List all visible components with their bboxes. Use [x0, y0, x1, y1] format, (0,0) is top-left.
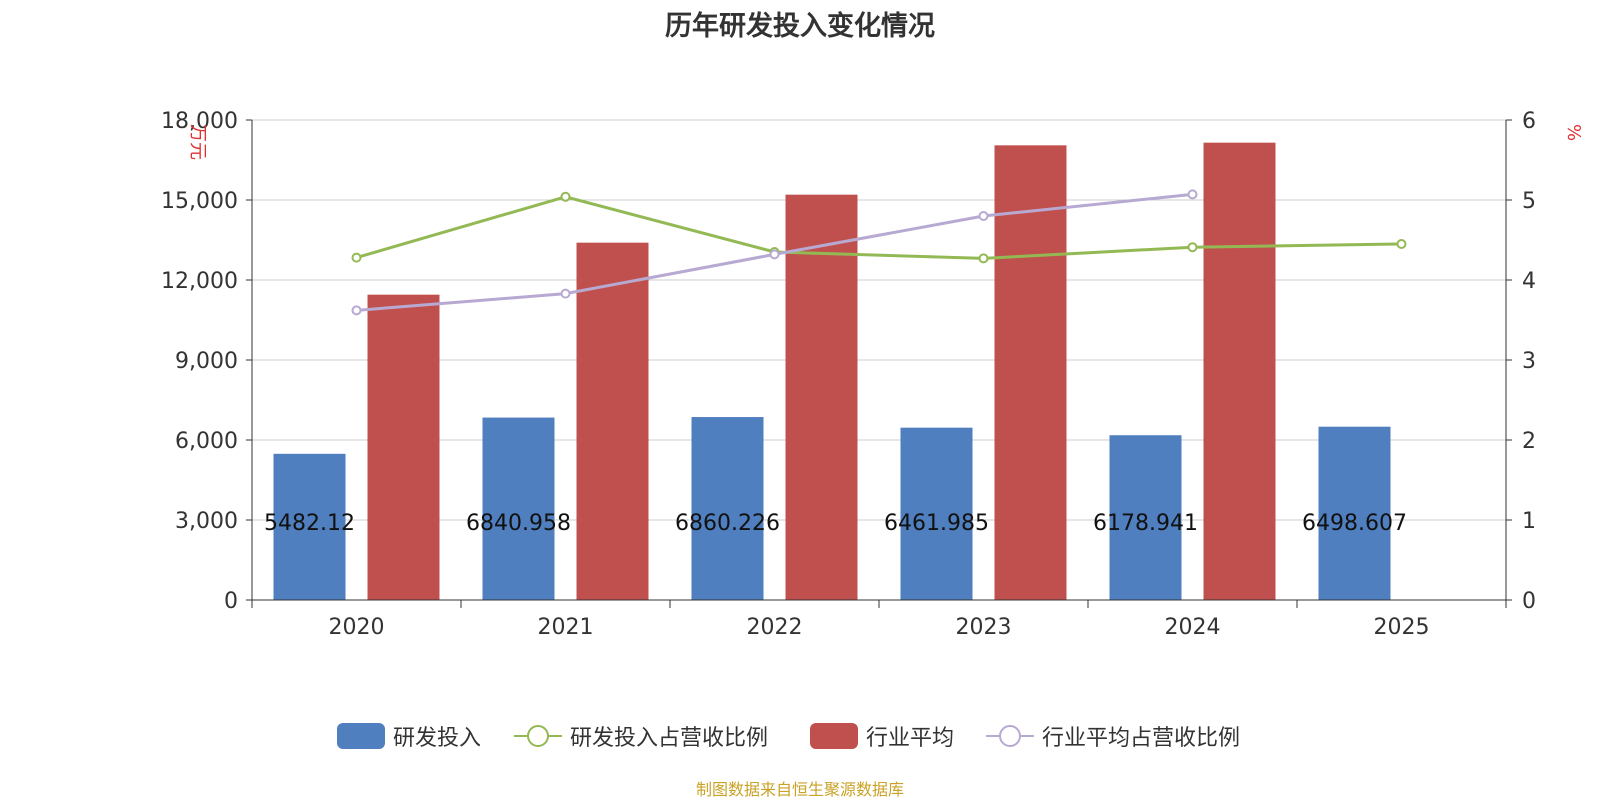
- y-right-tick-label: 1: [1522, 509, 1536, 534]
- bar-rd-investment: [482, 417, 555, 600]
- y-left-tick-label: 9,000: [175, 349, 238, 374]
- bar-industry-average: [994, 145, 1067, 601]
- y-right-tick-label: 3: [1522, 349, 1536, 374]
- bar-data-label: 5482.12: [264, 511, 355, 536]
- bar-data-label: 6498.607: [1302, 511, 1407, 536]
- line-point: [1187, 242, 1198, 253]
- x-tick-label: 2024: [1165, 615, 1221, 640]
- bar-data-label: 6178.941: [1093, 511, 1198, 536]
- bar-industry-average: [785, 194, 858, 600]
- line-point: [351, 252, 362, 263]
- bar-industry-average: [576, 242, 649, 600]
- legend-label-rd-ratio: 研发投入占营收比例: [570, 726, 769, 751]
- line-rd-ratio: [356, 195, 1402, 260]
- y-right-tick-label: 0: [1522, 589, 1536, 614]
- bar-data-label: 6860.226: [675, 511, 780, 536]
- line-point: [1187, 189, 1198, 200]
- chart-plot: 0 3,000 6,000 9,000 12,000 15,000 18,000 0 1 2 3 4 5…: [161, 109, 1584, 640]
- bar-industry-average: [367, 294, 440, 600]
- bar-rd-investment: [1318, 426, 1391, 600]
- legend-item-rd-investment[interactable]: 研发投入: [337, 716, 481, 756]
- y-left-tick-label: 3,000: [175, 509, 238, 534]
- line-point: [769, 249, 780, 260]
- x-tick-label: 2025: [1374, 615, 1430, 640]
- line-point: [560, 288, 571, 299]
- bar-rd-investment: [900, 427, 973, 600]
- legend-label-industry-ratio: 行业平均占营收比例: [1042, 726, 1241, 751]
- y-left-tick-label: 0: [224, 589, 238, 614]
- y-right-tick-label: 2: [1522, 429, 1536, 454]
- chart-title: 历年研发投入变化情况: [665, 11, 935, 42]
- y-right-tick-label: 5: [1522, 189, 1536, 214]
- x-tick-label: 2022: [747, 615, 803, 640]
- line-point: [978, 253, 989, 264]
- legend-swatch-industry-average: [810, 723, 858, 749]
- y-right-tick-label: 6: [1522, 109, 1536, 134]
- bar-rd-investment: [1109, 435, 1182, 600]
- y-left-tick-label: 6,000: [175, 429, 238, 454]
- legend-swatch-industry-ratio: [986, 723, 1034, 749]
- y-left-axis-label: 万元: [187, 124, 208, 160]
- x-tick-label: 2021: [538, 615, 594, 640]
- y-right-axis-label: %: [1563, 124, 1584, 141]
- legend-label-industry-average: 行业平均: [866, 726, 955, 751]
- legend-swatch-rd-investment: [337, 723, 385, 749]
- y-left-tick-label: 12,000: [161, 269, 238, 294]
- x-tick-label: 2020: [329, 615, 385, 640]
- bar-rd-investment: [691, 417, 764, 600]
- legend: 研发投入 研发投入占营收比例 行业平均 行业平均占营收比例: [0, 716, 1600, 756]
- line-point: [560, 191, 571, 202]
- bar-industry-average: [1203, 142, 1276, 600]
- line-point: [1396, 239, 1407, 249]
- y-left-tick-label: 18,000: [161, 109, 238, 134]
- bar-data-label: 6840.958: [466, 511, 571, 536]
- legend-item-industry-ratio[interactable]: 行业平均占营收比例: [986, 716, 1240, 756]
- y-left-tick-label: 15,000: [161, 189, 238, 214]
- legend-label-rd-investment: 研发投入: [393, 726, 482, 751]
- y-right-tick-label: 4: [1522, 269, 1536, 294]
- x-tick-label: 2023: [956, 615, 1012, 640]
- line-point: [978, 211, 989, 221]
- legend-swatch-rd-ratio: [514, 723, 562, 749]
- bar-data-label: 6461.985: [884, 511, 989, 536]
- bar-rd-investment: [273, 453, 346, 600]
- source-note: 制图数据来自恒生聚源数据库: [695, 780, 904, 799]
- legend-item-industry-average[interactable]: 行业平均: [810, 716, 954, 756]
- line-point: [351, 305, 362, 316]
- legend-item-rd-ratio[interactable]: 研发投入占营收比例: [514, 716, 768, 756]
